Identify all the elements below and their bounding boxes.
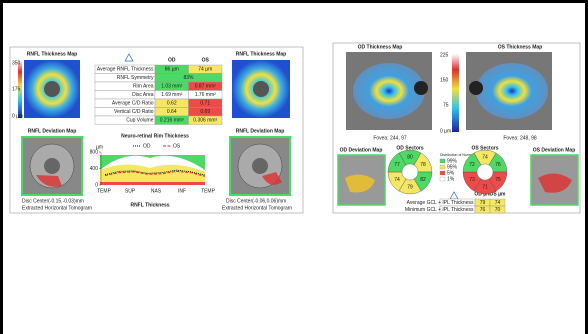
fovea: Fovea: 244, 97 [373,135,407,141]
row-label: Rim Area [133,84,154,90]
table-header: OS [202,57,210,63]
x-tick-label: TEMP [97,188,112,194]
row-label: Average C/D Ratio [112,101,154,107]
scale-label: 350 [12,60,21,66]
row-label: Minimum GCL + IPL Thickness [405,207,474,213]
sector-value: 72 [469,162,475,168]
row-label: RNFL Symmetry [117,75,154,81]
cell-value: 74 µm [198,67,212,73]
tomogram: Extracted Horizontal Tomogram [222,205,292,211]
sector-value: 79 [407,184,413,190]
cell-value: 0.216 mm³ [160,118,184,124]
dev-title: RNFL Deviation Map [28,128,77,134]
row-label: Disc Area [132,92,154,98]
row-label: Average RNFL Thickness [97,67,154,73]
sector-value: 78 [420,162,426,168]
cell-value: 0.71 [200,101,210,107]
legend-label: OS [173,143,181,149]
dev-title: RNFL Deviation Map [236,128,285,134]
sector-value: 74 [394,177,400,183]
cell-value: 0.306 mm³ [193,118,217,124]
scale-label: 75 [443,102,449,108]
y-tick-label: 800 [90,149,99,155]
dev-title: OS Deviation Map [533,147,576,153]
map-title: RNFL Thickness Map [27,51,77,57]
cell-value: 79 [480,200,486,206]
map-title: RNFL Thickness Map [236,51,286,57]
cell-value: 83% [183,75,194,81]
x-tick-label: TEMP [201,188,216,194]
legend-label: 1% [447,176,455,182]
scale-label: 0 µm [440,128,451,134]
sector-value: 77 [394,162,400,168]
cell-value: 0.87 mm² [195,84,216,90]
sector-value: 75 [495,177,501,183]
scale-label: 0 µm [12,113,23,119]
sector-value: 82 [420,177,426,183]
legend-swatch [440,159,445,163]
right-report: OD Thickness Map OS Thickness Map 225 15… [333,43,580,213]
fovea: Fovea: 248, 98 [503,135,537,141]
disc-center: Disc Center(-0.15,-0.03)mm [22,198,84,204]
sector-value: 76 [495,162,501,168]
x-tick-label: SUP [125,188,136,194]
cell-value: 1.76 mm² [195,92,216,98]
legend-swatch [440,177,445,181]
sector-value: 74 [482,154,488,160]
sector-value: 73 [469,177,475,183]
cell-value: 76 [480,207,486,213]
tomogram: Extracted Horizontal Tomogram [22,205,92,211]
cell-value: 0.69 [200,109,210,115]
table-header: OD [168,57,176,63]
cell-value: 70 [495,207,501,213]
sector-value: 71 [482,184,488,190]
chart-title: Neuro-retinal Rim Thickness [121,133,189,139]
cell-value: 1.03 mm² [161,84,182,90]
cell-value: 0.62 [167,101,177,107]
cell-value: 86 µm [165,67,179,73]
map-title: OD Thickness Map [358,44,403,50]
slide: RNFL Thickness Map RNFL Thickness Map 35… [0,0,588,334]
legend-swatch [440,171,445,175]
scale-label: 175 [12,86,21,92]
x-tick-label: NAS [151,188,162,194]
scale-label: 150 [440,77,449,83]
legend-swatch [440,165,445,169]
dev-title: OD Deviation Map [340,147,383,153]
y-tick-label: 400 [90,166,99,172]
page: {"left_report":{ "od_map_title":"RNFL Th… [0,0,588,334]
map-title: OS Thickness Map [498,44,542,50]
cell-value: 0.64 [167,109,177,115]
x-tick-label: INF [178,188,186,194]
scale-label: 225 [440,52,449,58]
sector-value: 80 [407,154,413,160]
cell-value: 74 [495,200,501,206]
row-label: Cup Volume [126,118,153,124]
row-label: Average GCL + IPL Thickness [407,200,474,206]
x-title: RNFL Thickness [130,202,169,208]
legend-label: OD [143,143,151,149]
cell-value: 1.69 mm² [161,92,182,98]
row-label: Vertical C/D Ratio [114,109,154,115]
disc-center: Disc Center(-0.06,0.06)mm [226,198,286,204]
